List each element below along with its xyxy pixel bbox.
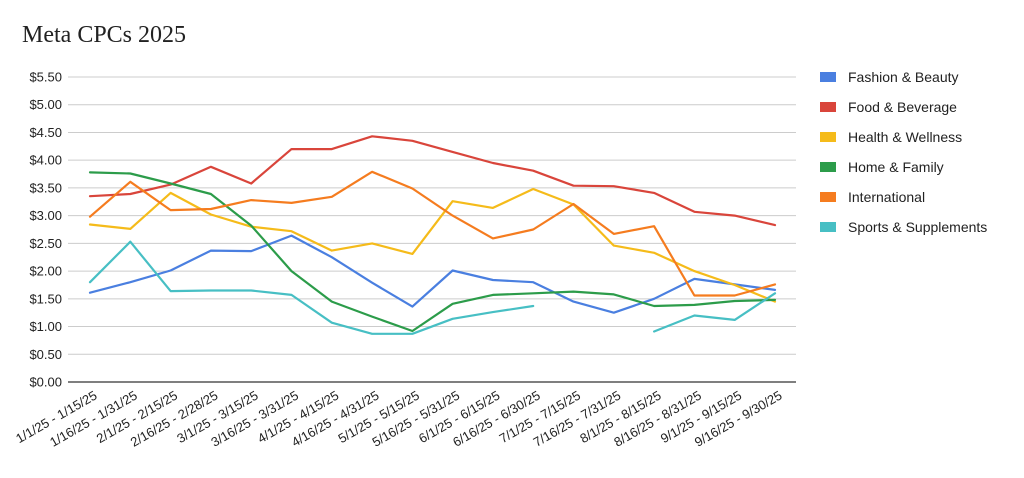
- gridlines: [68, 76, 796, 355]
- y-tick-label: $3.00: [29, 208, 62, 223]
- x-tick-labels: 1/1/25 - 1/15/251/16/25 - 1/31/252/1/25 …: [13, 388, 784, 450]
- y-tick-label: $5.50: [29, 70, 62, 85]
- legend-label-health-and-wellness: Health & Wellness: [848, 129, 962, 145]
- series-line-home-and-family: [88, 171, 777, 333]
- legend-label-fashion-and-beauty: Fashion & Beauty: [848, 69, 959, 85]
- y-tick-label: $3.50: [29, 180, 62, 195]
- y-tick-labels: $0.00 $0.50 $1.00 $1.50 $2.00 $2.50 $3.00 $3.50…: [29, 70, 62, 390]
- legend-label-home-and-family: Home & Family: [848, 159, 944, 175]
- legend-swatch-food-and-beverage: [820, 102, 836, 112]
- series-line-food-and-beverage: [88, 135, 777, 227]
- series-line-sports-and-supplements: [88, 240, 535, 335]
- y-tick-label: $5.00: [29, 97, 62, 112]
- chart-title: Meta CPCs 2025: [22, 22, 187, 48]
- series-line-fashion-and-beauty: [88, 234, 777, 314]
- series-line-international: [88, 170, 777, 297]
- legend-label-sports-and-supplements: Sports & Supplements: [848, 219, 987, 235]
- legend-swatch-home-and-family: [820, 162, 836, 172]
- y-tick-label: $2.50: [29, 236, 62, 251]
- series-lines: [88, 135, 777, 335]
- y-tick-label: $4.50: [29, 125, 62, 140]
- y-tick-label: $4.00: [29, 153, 62, 168]
- legend-label-international: International: [848, 189, 925, 205]
- legend-swatch-international: [820, 192, 836, 202]
- series-line-health-and-wellness: [88, 187, 777, 303]
- y-tick-label: $1.00: [29, 319, 62, 334]
- legend-swatch-sports-and-supplements: [820, 222, 836, 232]
- legend-swatch-fashion-and-beauty: [820, 72, 836, 82]
- legend-swatch-health-and-wellness: [820, 132, 836, 142]
- y-tick-label: $2.00: [29, 264, 62, 279]
- legend-label-food-and-beverage: Food & Beverage: [848, 99, 957, 115]
- legend: Fashion & Beauty Food & Beverage Health & …: [820, 69, 987, 235]
- y-tick-label: $1.50: [29, 291, 62, 306]
- series-line-sports-and-supplements: [652, 292, 777, 333]
- y-tick-label: $0.00: [29, 375, 62, 390]
- y-tick-label: $0.50: [29, 347, 62, 362]
